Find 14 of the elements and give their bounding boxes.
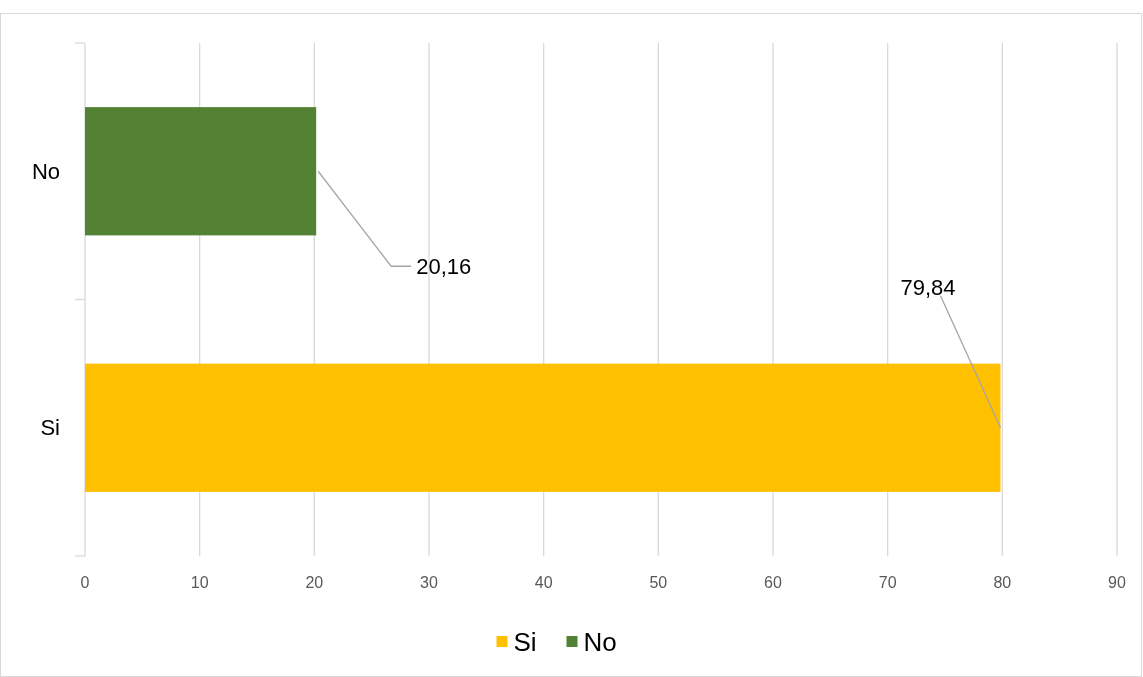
x-tick-label: 10 [190,574,209,591]
x-tick-label: 60 [764,574,782,591]
x-tick-label: 40 [534,574,553,591]
legend-label: Si [513,627,537,658]
x-tick-label: 0 [80,574,90,591]
legend-label: No [583,627,617,658]
x-tick-label: 70 [878,574,897,591]
x-tick-label: 20 [305,574,324,591]
x-tick-label: 90 [1108,574,1126,591]
x-tick-label: 80 [993,574,1012,591]
data-label: 20,16 [416,253,472,279]
x-tick-label: 50 [649,574,668,591]
data-label: 79,84 [900,275,956,301]
x-tick-label: 30 [420,574,438,591]
